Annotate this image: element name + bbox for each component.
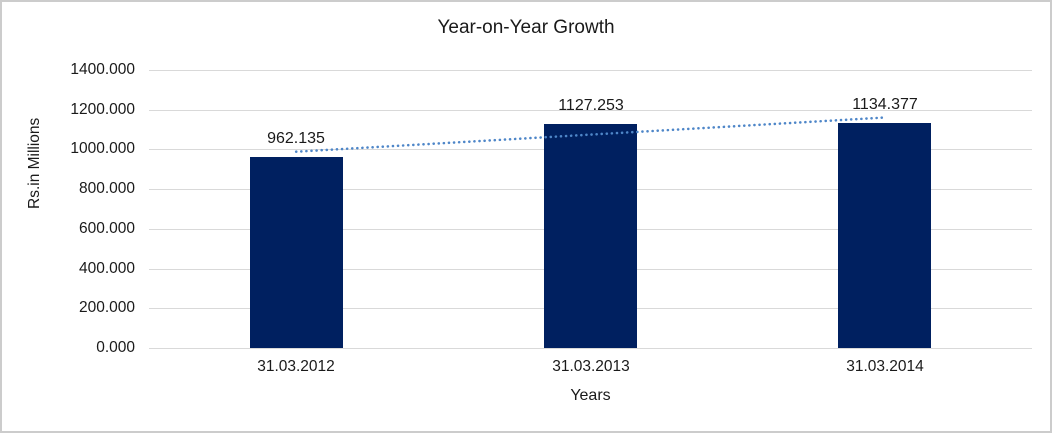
y-tick-label: 800.000	[78, 180, 135, 197]
bar-value-label: 962.135	[267, 130, 325, 147]
y-tick-label: 1000.000	[70, 140, 135, 157]
x-axis-title: Years	[570, 387, 611, 404]
x-tick-label: 31.03.2013	[552, 358, 630, 375]
bar-value-label: 1134.377	[852, 96, 918, 113]
gridline	[149, 110, 1032, 111]
x-tick-label: 31.03.2014	[846, 358, 924, 375]
y-tick-label: 400.000	[78, 260, 135, 277]
y-tick-label: 0.000	[96, 339, 135, 356]
y-tick-label: 1400.000	[70, 61, 135, 78]
chart-title: Year-on-Year Growth	[437, 17, 615, 38]
bar-31.03.2013	[544, 124, 637, 348]
bar-31.03.2012	[250, 157, 343, 348]
bar-31.03.2014	[838, 123, 931, 348]
y-tick-label: 200.000	[78, 299, 135, 316]
y-tick-label: 600.000	[78, 220, 135, 237]
gridline	[149, 70, 1032, 71]
x-tick-label: 31.03.2012	[257, 358, 335, 375]
gridline	[149, 348, 1032, 349]
bar-value-label: 1127.253	[558, 97, 624, 114]
y-tick-label: 1200.000	[70, 101, 135, 118]
